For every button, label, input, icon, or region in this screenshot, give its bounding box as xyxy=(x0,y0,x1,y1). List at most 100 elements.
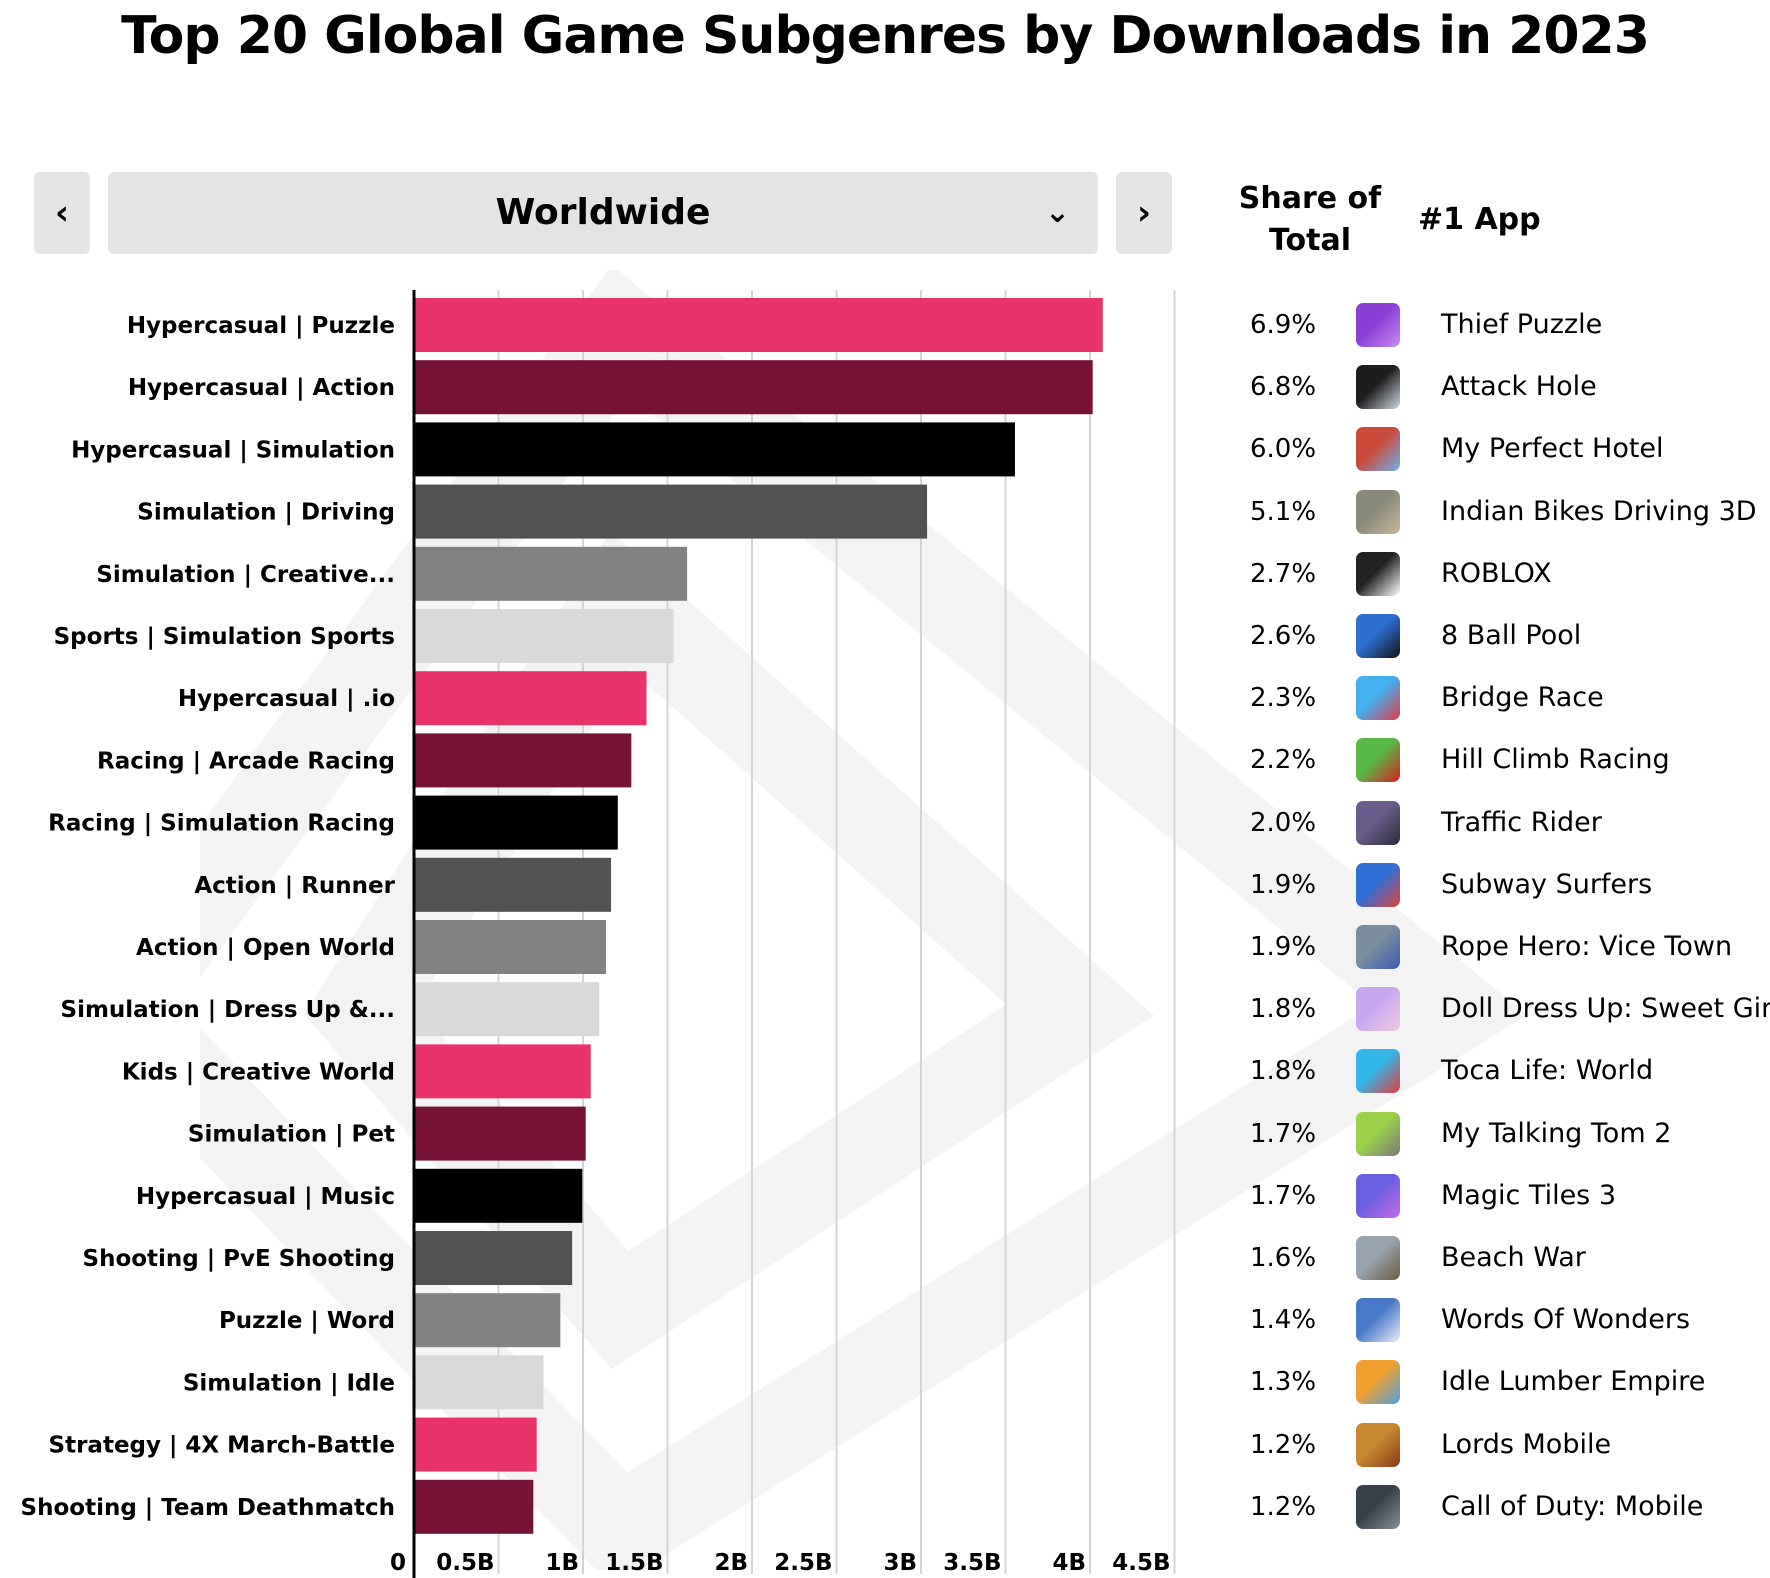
indian-bikes-icon xyxy=(1356,489,1400,534)
share-value: 1.6% xyxy=(1250,1243,1317,1273)
category-label: Hypercasual | Simulation xyxy=(71,437,395,463)
x-tick-label: 1.5B xyxy=(605,1550,663,1576)
app-name: Idle Lumber Empire xyxy=(1441,1366,1706,1398)
bar[interactable] xyxy=(415,1355,544,1410)
hill-climb-racing-icon xyxy=(1356,738,1400,783)
bridge-race-icon xyxy=(1356,676,1400,721)
app-name: 8 Ball Pool xyxy=(1441,620,1582,651)
share-value: 2.0% xyxy=(1250,807,1317,838)
x-tick-label: 0.5B xyxy=(436,1550,494,1576)
region-dropdown[interactable]: Worldwide ⌄ xyxy=(108,172,1098,254)
category-label: Simulation | Dress Up &... xyxy=(61,997,396,1023)
bar[interactable] xyxy=(415,1106,586,1161)
category-label: Hypercasual | Puzzle xyxy=(127,313,395,339)
category-label: Racing | Simulation Racing xyxy=(48,811,395,837)
app-name: Toca Life: World xyxy=(1441,1055,1654,1087)
bar[interactable] xyxy=(415,857,612,912)
category-label: Racing | Arcade Racing xyxy=(97,748,395,774)
roblox-icon xyxy=(1356,551,1400,596)
share-value: 6.0% xyxy=(1250,434,1317,465)
share-header-line2: Total xyxy=(1269,223,1351,258)
share-value: 6.8% xyxy=(1250,372,1317,403)
share-value: 1.7% xyxy=(1250,1180,1317,1211)
bar[interactable] xyxy=(415,609,674,663)
category-label: Puzzle | Word xyxy=(219,1308,395,1334)
page-title: Top 20 Global Game Subgenres by Download… xyxy=(121,6,1650,66)
my-talking-tom-icon xyxy=(1356,1111,1400,1156)
share-value: 1.3% xyxy=(1250,1367,1317,1398)
category-label: Simulation | Creative... xyxy=(96,562,395,588)
category-label: Simulation | Driving xyxy=(137,500,395,526)
app-name: Doll Dress Up: Sweet Girl xyxy=(1441,993,1770,1025)
share-column-header: Share of Total xyxy=(1225,178,1395,262)
app-name: Thief Puzzle xyxy=(1441,309,1603,340)
app-name: Attack Hole xyxy=(1441,371,1597,403)
bar[interactable] xyxy=(415,1417,537,1472)
x-tick-label: 2B xyxy=(714,1550,748,1576)
x-tick-label: 4B xyxy=(1052,1550,1086,1576)
share-value: 1.2% xyxy=(1250,1491,1317,1522)
app-name: Traffic Rider xyxy=(1441,806,1602,838)
app-name: Lords Mobile xyxy=(1441,1428,1612,1460)
category-label: Hypercasual | .io xyxy=(178,686,395,712)
app-name: Words Of Wonders xyxy=(1441,1304,1691,1336)
share-value: 6.9% xyxy=(1250,310,1317,340)
app-name: ROBLOX xyxy=(1441,557,1552,589)
bar[interactable] xyxy=(415,1479,534,1534)
bar[interactable] xyxy=(415,733,632,788)
app-name: Rope Hero: Vice Town xyxy=(1441,931,1733,962)
bar[interactable] xyxy=(415,360,1093,415)
x-tick-label: 4.5B xyxy=(1112,1550,1170,1576)
previous-region-button[interactable]: ‹ xyxy=(34,172,90,254)
category-label: Strategy | 4X March-Battle xyxy=(49,1433,395,1459)
words-of-wonders-icon xyxy=(1356,1298,1400,1343)
app-name: My Perfect Hotel xyxy=(1441,433,1664,465)
app-name: My Talking Tom 2 xyxy=(1441,1117,1672,1149)
bar[interactable] xyxy=(415,1231,573,1285)
x-tick-label: 3.5B xyxy=(943,1550,1001,1576)
bar[interactable] xyxy=(415,671,647,726)
bar[interactable] xyxy=(415,422,1015,477)
traffic-rider-icon xyxy=(1356,800,1400,845)
x-tick-label: 1B xyxy=(545,1550,579,1576)
category-label: Simulation | Idle xyxy=(183,1370,395,1396)
doll-dress-up-icon xyxy=(1356,987,1400,1032)
attack-hole-icon xyxy=(1356,365,1400,410)
app-name: Subway Surfers xyxy=(1441,868,1653,900)
bar[interactable] xyxy=(415,920,606,974)
share-value: 2.2% xyxy=(1250,745,1317,776)
category-label: Shooting | PvE Shooting xyxy=(83,1246,396,1272)
category-label: Hypercasual | Music xyxy=(136,1184,395,1210)
bar[interactable] xyxy=(415,1168,583,1223)
8-ball-pool-icon xyxy=(1356,614,1400,658)
bar[interactable] xyxy=(415,546,688,601)
share-value: 1.8% xyxy=(1250,994,1317,1025)
share-value: 1.9% xyxy=(1250,932,1317,962)
next-region-button[interactable]: › xyxy=(1116,172,1172,254)
category-label: Kids | Creative World xyxy=(122,1059,395,1085)
share-value: 1.9% xyxy=(1250,869,1317,900)
rope-hero-icon xyxy=(1356,925,1400,969)
x-tick-label: 2.5B xyxy=(774,1550,832,1576)
call-of-duty-icon xyxy=(1356,1484,1400,1529)
x-tick-label: 0 xyxy=(390,1550,406,1576)
bar[interactable] xyxy=(415,982,600,1037)
x-tick-label: 3B xyxy=(883,1550,917,1576)
app-name: Magic Tiles 3 xyxy=(1441,1179,1617,1211)
category-label: Simulation | Pet xyxy=(188,1122,395,1148)
bar[interactable] xyxy=(415,484,928,539)
bar-chart: Hypercasual | Puzzle Hypercasual | Action… xyxy=(21,290,1176,1578)
bar[interactable] xyxy=(415,298,1103,352)
idle-lumber-icon xyxy=(1356,1360,1400,1405)
category-label: Action | Runner xyxy=(194,873,395,899)
app-name: Hill Climb Racing xyxy=(1441,744,1670,776)
app-column-header: #1 App xyxy=(1418,202,1541,237)
thief-puzzle-icon xyxy=(1356,303,1400,347)
bar[interactable] xyxy=(415,1044,591,1099)
share-value: 1.7% xyxy=(1250,1118,1317,1149)
my-perfect-hotel-icon xyxy=(1356,427,1400,472)
bar[interactable] xyxy=(415,1293,561,1348)
category-label: Shooting | Team Deathmatch xyxy=(21,1495,395,1521)
bar[interactable] xyxy=(415,795,618,850)
chevron-down-icon: ⌄ xyxy=(1044,195,1070,230)
